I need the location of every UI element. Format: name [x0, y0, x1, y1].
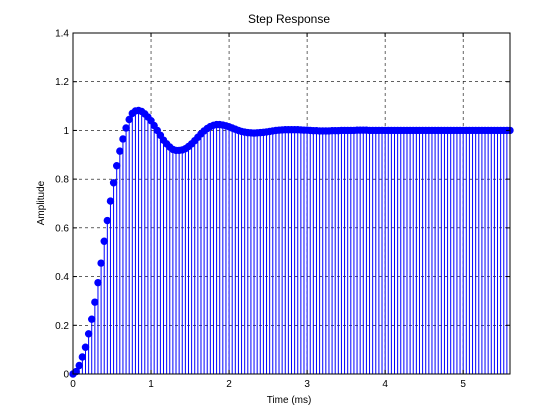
- x-tick-label: 1: [148, 379, 154, 390]
- y-tick-label: 0: [63, 370, 69, 381]
- x-tick-label: 3: [304, 379, 310, 390]
- stem-marker: [119, 135, 127, 143]
- stem-marker: [100, 237, 108, 245]
- y-tick-label: 0.6: [55, 223, 69, 234]
- stem-marker: [88, 315, 96, 323]
- stem-marker: [103, 216, 112, 225]
- stem-marker: [112, 162, 121, 170]
- y-tick-label: 0.2: [55, 321, 69, 332]
- stem-marker: [81, 343, 90, 351]
- stem-lines: [75, 110, 511, 374]
- stem-marker: [106, 197, 115, 205]
- stem-marker: [109, 179, 118, 187]
- y-axis-label: Amplitude: [36, 180, 47, 225]
- plot-frame: [72, 32, 511, 375]
- y-tick-label: 0.8: [55, 175, 69, 186]
- x-tick-label: 0: [70, 379, 76, 390]
- stem-marker: [78, 353, 87, 361]
- x-tick-label: 4: [382, 379, 388, 390]
- tick-marks: [72, 32, 510, 375]
- chart-title: Step Response: [248, 12, 330, 26]
- x-tick-label: 2: [226, 379, 232, 390]
- stem-marker: [84, 330, 93, 338]
- x-axis-label: Time (ms): [267, 395, 312, 406]
- y-tick-label: 1.4: [55, 29, 69, 40]
- stem-marker: [116, 147, 124, 155]
- stem-marker: [91, 298, 99, 306]
- y-tick-label: 0.4: [55, 272, 69, 283]
- x-tick-labels: 0 1 2 3 4 5: [70, 379, 466, 390]
- y-tick-label: 1: [63, 126, 69, 137]
- stem-marker: [125, 115, 133, 124]
- stem-marker: [122, 124, 130, 132]
- y-tick-label: 1.2: [55, 77, 69, 88]
- y-tick-labels: 0 0.2 0.4 0.6 0.8 1 1.2 1.4: [55, 29, 69, 381]
- stem-markers: [69, 106, 514, 378]
- x-tick-label: 5: [460, 379, 466, 390]
- stem-marker: [94, 278, 102, 287]
- stem-marker: [75, 361, 83, 370]
- stem-marker: [97, 259, 105, 267]
